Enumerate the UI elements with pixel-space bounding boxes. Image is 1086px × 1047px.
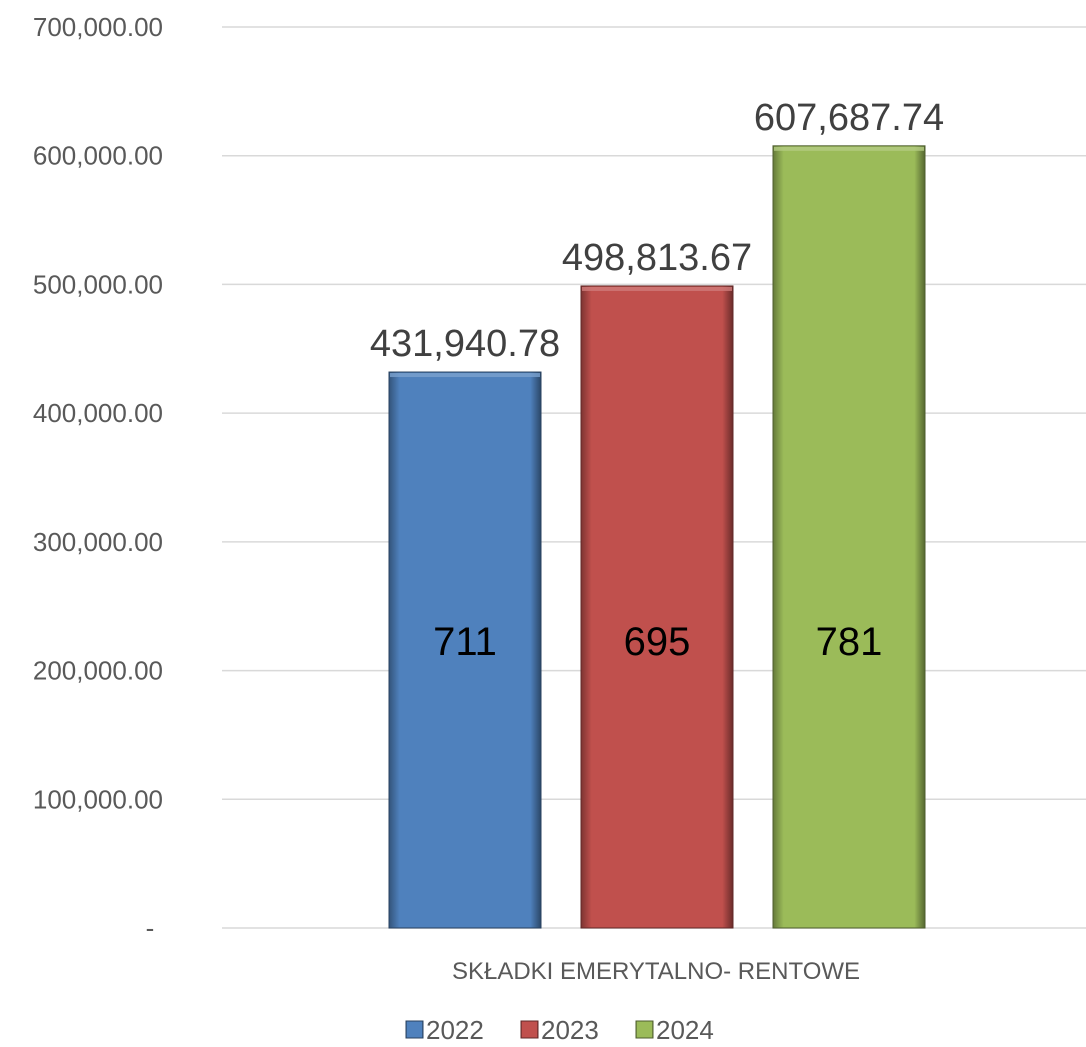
category-labels: SKŁADKI EMERYTALNO- RENTOWE: [452, 958, 860, 985]
legend-swatch: [635, 1020, 654, 1039]
bar-bevel: [774, 146, 924, 151]
y-tick-label: 500,000.00: [33, 269, 163, 299]
y-tick-label: -: [146, 913, 155, 943]
data-label-count: 711: [433, 620, 497, 664]
bar-2024: [772, 145, 926, 929]
legend-label: 2023: [541, 1015, 599, 1045]
y-tick-label: 300,000.00: [33, 527, 163, 557]
category-label: SKŁADKI EMERYTALNO- RENTOWE: [452, 958, 860, 985]
y-tick-label: 100,000.00: [33, 784, 163, 814]
y-tick-label: 600,000.00: [33, 141, 163, 171]
legend-label: 2022: [426, 1015, 484, 1045]
data-label-count: 781: [816, 620, 883, 664]
legend: 2022 2023 2024: [405, 1015, 714, 1045]
legend-label: 2024: [656, 1015, 714, 1045]
y-tick-label: 400,000.00: [33, 398, 163, 428]
legend-item-2023: 2023: [520, 1015, 599, 1045]
y-tick-label: 200,000.00: [33, 656, 163, 686]
data-label-value: 607,687.74: [754, 97, 944, 139]
bar-bevel: [390, 373, 540, 378]
legend-swatch: [520, 1020, 539, 1039]
data-label-count: 695: [624, 620, 691, 664]
legend-item-2024: 2024: [635, 1015, 714, 1045]
data-labels: 431,940.78 711 498,813.67 695 607,687.74 781: [370, 97, 944, 664]
data-label-value: 498,813.67: [562, 237, 752, 279]
data-label-value: 431,940.78: [370, 323, 560, 365]
legend-item-2022: 2022: [405, 1015, 484, 1045]
y-tick-label: 700,000.00: [33, 12, 163, 42]
y-axis-tick-labels: - 100,000.00 200,000.00 300,000.00 400,000.0…: [33, 12, 163, 943]
bars: [388, 145, 926, 929]
legend-swatch: [405, 1020, 424, 1039]
bar-bevel: [582, 286, 732, 291]
bar-2023: [580, 285, 734, 929]
bar-2022: [388, 371, 542, 929]
